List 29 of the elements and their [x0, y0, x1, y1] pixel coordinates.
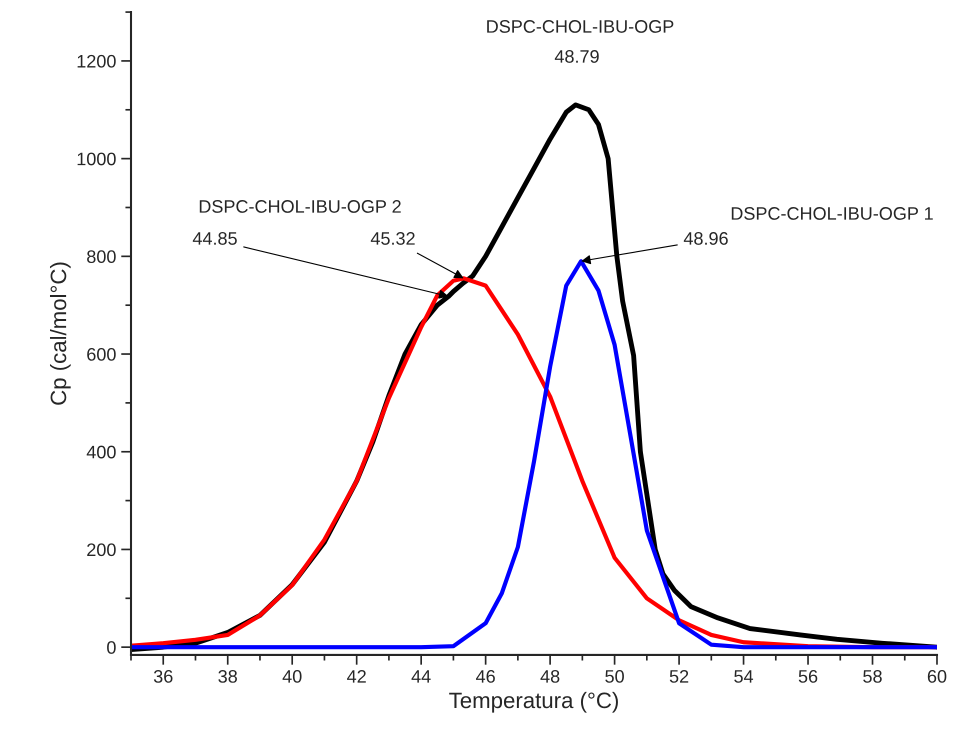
x-tick-label: 50: [605, 670, 624, 683]
x-tick-label: 58: [863, 670, 882, 683]
x-tick-label: 56: [798, 670, 818, 683]
y-tick-label: 400: [86, 446, 116, 458]
x-tick-label: 46: [476, 670, 495, 683]
x-tick-label: 42: [347, 670, 366, 683]
x-axis-title: Temperatura (°C): [449, 692, 618, 713]
annotation: DSPC-CHOL-IBU-OGP: [487, 20, 674, 33]
y-tick-label: 1000: [78, 152, 116, 166]
x-tick-label: 60: [928, 670, 946, 683]
annotation: DSPC-CHOL-IBU-OGP 1: [732, 207, 933, 220]
x-tick-label: 48: [540, 670, 560, 683]
y-tick-label: 800: [87, 250, 116, 264]
annotation: 45.32: [370, 232, 415, 245]
y-axis-title: Cp (cal/mol°C): [50, 262, 71, 405]
annotation: 48.96: [684, 232, 728, 245]
y-tick-label: 600: [87, 348, 116, 361]
x-tick-label: 54: [734, 670, 754, 683]
x-tick-label: 38: [218, 670, 237, 683]
x-tick-label: 44: [412, 670, 431, 683]
x-tick-label: 40: [282, 670, 302, 683]
y-tick-label: 1200: [78, 54, 116, 68]
x-tick-label: 52: [670, 670, 688, 683]
y-tick-label: 200: [87, 543, 116, 556]
y-tick-label: 0: [107, 641, 116, 654]
annotation: 48.79: [554, 50, 599, 63]
annotation: 44.85: [192, 232, 237, 245]
x-tick-label: 36: [154, 670, 172, 683]
annotation: DSPC-CHOL-IBU-OGP 2: [200, 200, 401, 213]
